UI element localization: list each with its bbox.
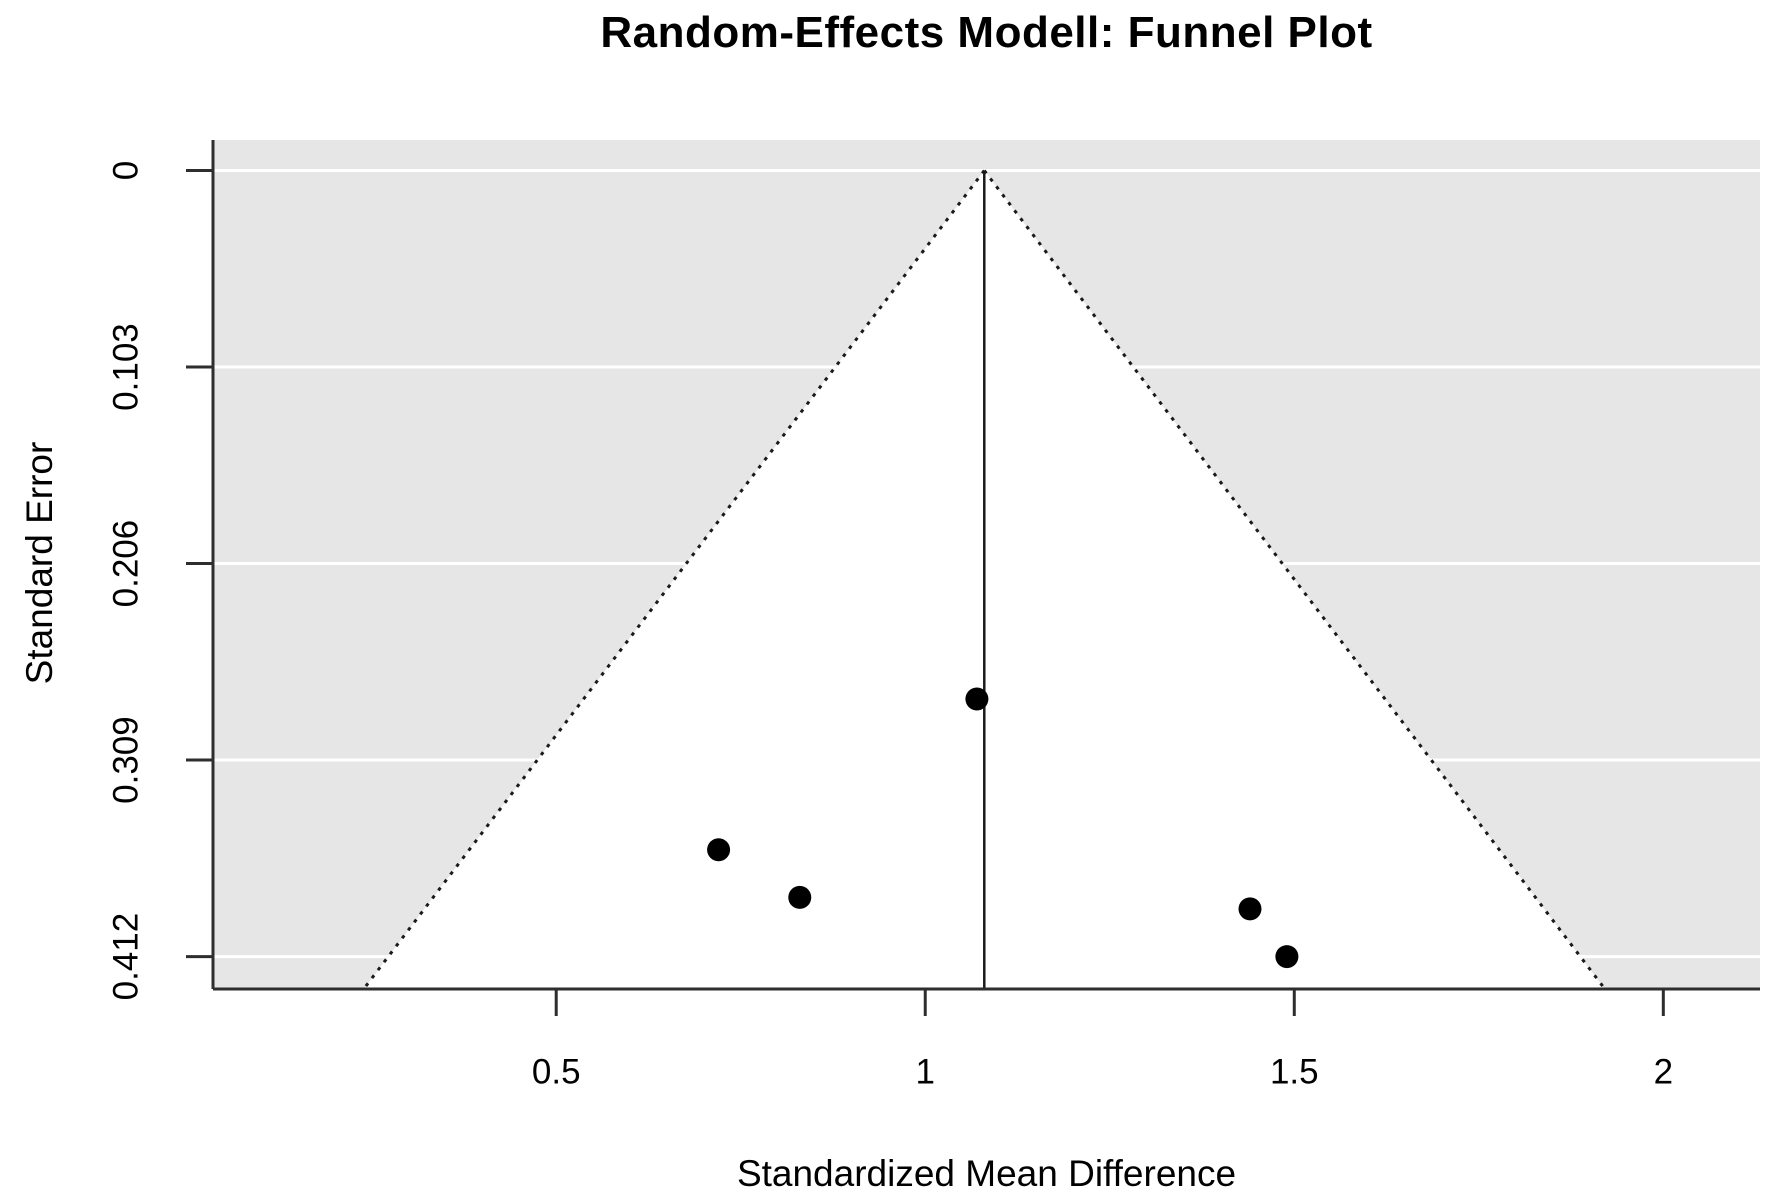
y-axis-title: Standard Error (19, 441, 60, 685)
data-points-layer (707, 687, 1299, 969)
y-tick-label: 0.309 (107, 716, 146, 804)
funnel-boundary-left-dotted-line (362, 169, 986, 990)
x-tick-label: 1 (916, 1053, 935, 1092)
y-tick-label: 0.206 (107, 520, 146, 608)
x-tick-label: 1.5 (1270, 1053, 1319, 1092)
funnel-layer (362, 169, 1607, 990)
data-point (1238, 897, 1262, 921)
x-tick-label: 0.5 (532, 1053, 581, 1092)
data-point (788, 885, 812, 909)
x-tick-label: 2 (1654, 1053, 1673, 1092)
y-tick-label: 0 (107, 161, 146, 180)
data-point (965, 687, 989, 711)
tick-labels-layer: 0 0.103 0.206 0.309 0.412 0.5 1 1.5 2 (107, 161, 1674, 1092)
x-axis-title: Standardized Mean Difference (736, 1153, 1237, 1194)
y-tick-label: 0.412 (107, 913, 146, 1001)
axes-layer (186, 140, 1760, 1016)
data-point (1275, 945, 1299, 969)
data-point (707, 838, 731, 862)
y-tick-label: 0.103 (107, 323, 146, 411)
funnel-boundary-right-dotted-line (983, 169, 1607, 990)
chart-title: Random-Effects Modell: Funnel Plot (600, 8, 1373, 57)
